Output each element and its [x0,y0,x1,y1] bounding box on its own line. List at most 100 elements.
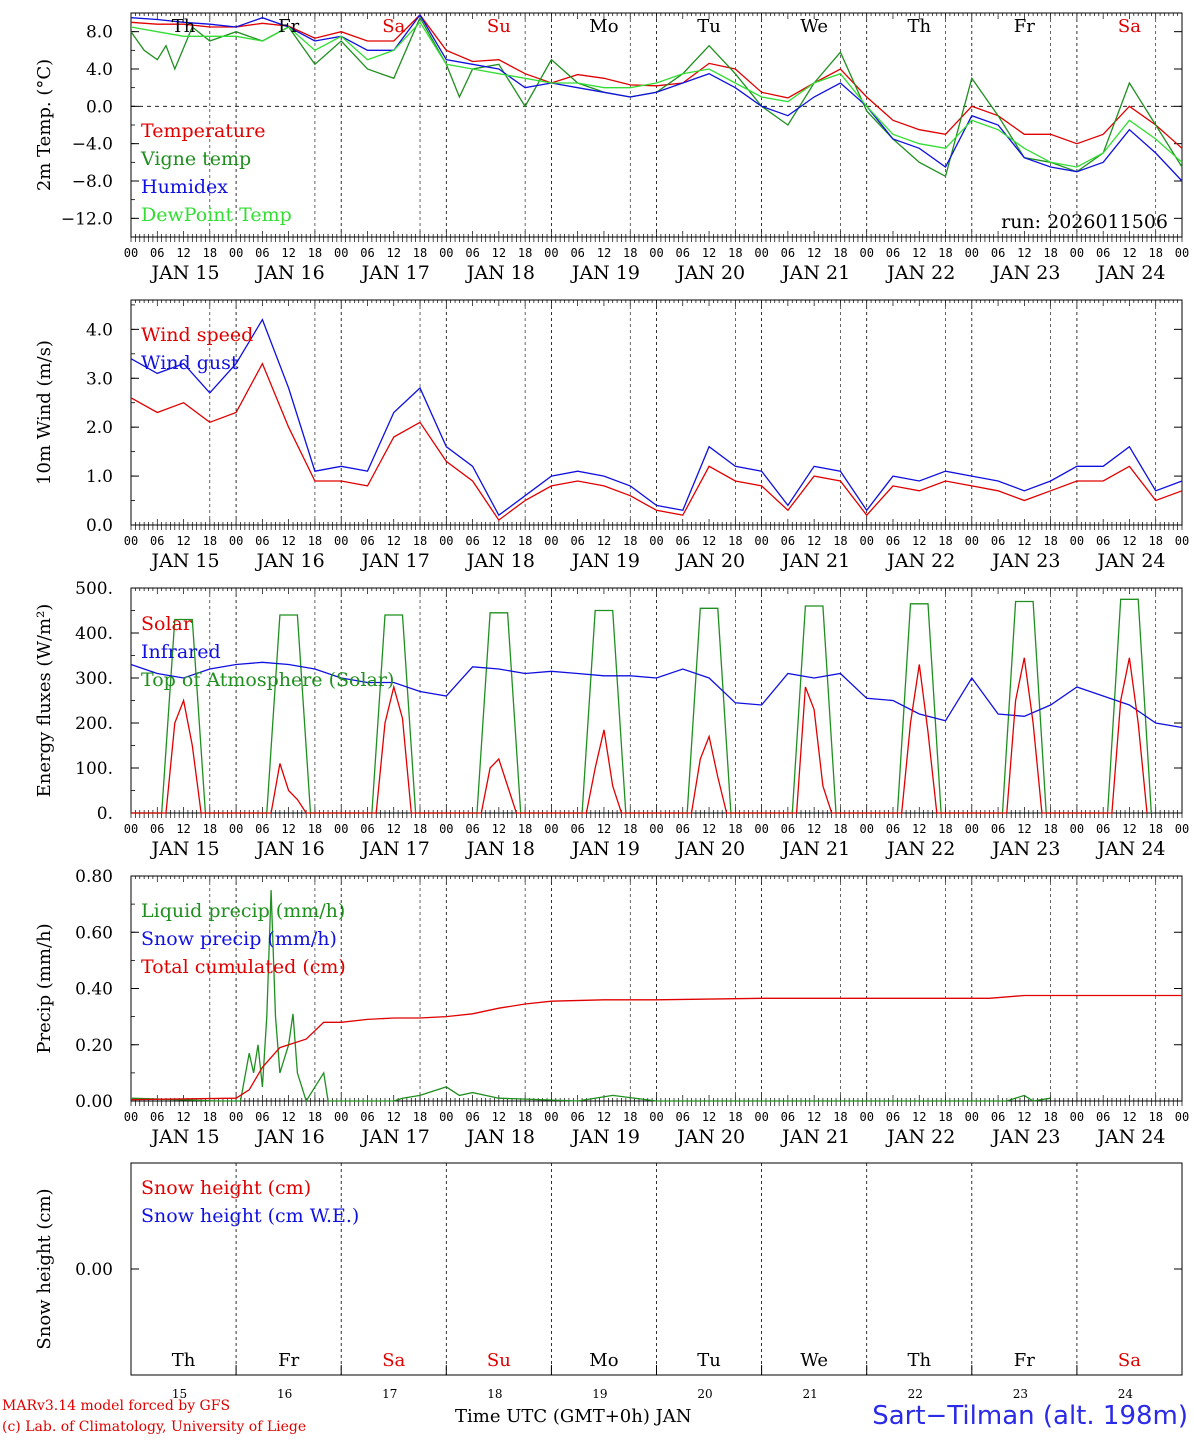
energy-hour-label: 18 [728,822,742,836]
weekday-bottom-label: We [800,1350,828,1371]
temperature-hour-label: 18 [1148,246,1162,260]
temperature-hour-label: 00 [1070,246,1084,260]
energy-y-label: Energy fluxes (W/m²) [34,604,55,798]
energy-hour-label: 18 [518,822,532,836]
weekday-top-label: We [800,16,828,37]
precip-hour-label: 18 [623,1110,637,1124]
wind-hour-label: 06 [676,534,690,548]
energy-y-tick-label: 0. [97,804,113,824]
wind-hour-label: 18 [938,534,952,548]
wind-hour-label: 06 [150,534,164,548]
precip-y-label: Precip (mm/h) [34,923,55,1053]
wind-day-label: JAN 21 [780,550,850,572]
temperature-hour-label: 06 [676,246,690,260]
weekday-top-label: Th [907,16,931,37]
energy-hour-label: 12 [1017,822,1031,836]
energy-hour-label: 00 [229,822,243,836]
day-number-label: 22 [908,1387,923,1401]
energy-hour-label: 06 [255,822,269,836]
precip-hour-label: 00 [1070,1110,1084,1124]
wind-hour-label: 00 [859,534,873,548]
temperature-hour-label: 18 [623,246,637,260]
temperature-hour-label: 00 [754,246,768,260]
weekday-top-label: Sa [382,16,405,37]
wind-hour-label: 06 [570,534,584,548]
wind-hour-label: 12 [1122,534,1136,548]
day-number-label: 19 [592,1387,607,1401]
temperature-y-tick-label: −12.0 [61,209,113,229]
wind-hour-label: 12 [702,534,716,548]
wind-legend-entry: Wind gust [141,352,239,374]
temperature-series-temperature [130,13,1183,149]
precip-hour-label: 06 [465,1110,479,1124]
energy-day-label: JAN 22 [885,838,955,860]
energy-day-label: JAN 24 [1095,838,1165,860]
temperature-hour-label: 18 [938,246,952,260]
precip-y-tick-label: 0.40 [75,980,113,1000]
weekday-bottom-label: Th [907,1350,931,1371]
energy-hour-label: 12 [492,822,506,836]
precip-day-label: JAN 22 [885,1126,955,1148]
precip-y-tick-label: 0.20 [75,1036,113,1056]
energy-day-label: JAN 18 [465,838,535,860]
energy-y-tick-label: 200. [75,714,113,734]
energy-hour-label: 00 [124,822,138,836]
energy-hour-label: 18 [623,822,637,836]
temperature-hour-label: 00 [544,246,558,260]
temperature-legend-entry: DewPoint Temp [141,204,292,226]
temperature-hour-label: 12 [281,246,295,260]
wind-day-label: JAN 15 [149,550,219,572]
snow-legend-entry: Snow height (cm W.E.) [141,1205,359,1227]
temperature-hour-label: 18 [203,246,217,260]
weekday-top-label: Sa [1118,16,1141,37]
precip-hour-label: 06 [255,1110,269,1124]
temperature-hour-label: 06 [781,246,795,260]
energy-hour-label: 12 [807,822,821,836]
precip-hour-label: 18 [518,1110,532,1124]
energy-hour-label: 00 [1175,822,1189,836]
energy-hour-label: 06 [570,822,584,836]
weekday-bottom-label: Th [172,1350,196,1371]
wind-hour-label: 18 [728,534,742,548]
precip-y-tick-label: 0.60 [75,923,113,943]
energy-day-label: JAN 16 [255,838,325,860]
energy-series-top-of-atmosphere-solar- [131,598,1152,814]
time-axis-label: Time UTC (GMT+0h) JAN [455,1406,692,1427]
wind-day-label: JAN 19 [570,550,640,572]
energy-legend-entry: Infrared [141,641,221,663]
day-number-label: 23 [1013,1387,1028,1401]
wind-hour-label: 18 [1148,534,1162,548]
wind-hour-label: 12 [597,534,611,548]
precip-hour-label: 18 [1043,1110,1057,1124]
energy-frame [130,587,1183,814]
energy-hour-label: 06 [991,822,1005,836]
day-number-label: 17 [382,1387,397,1401]
temperature-day-label: JAN 22 [885,262,955,284]
weekday-bottom-label: Mo [589,1350,618,1371]
wind-series-wind-gust [130,318,1183,517]
energy-hour-label: 06 [360,822,374,836]
wind-series-wind-speed [130,362,1183,522]
precip-hour-label: 18 [308,1110,322,1124]
temperature-hour-label: 06 [1096,246,1110,260]
precip-hour-label: 00 [124,1110,138,1124]
energy-hour-label: 00 [859,822,873,836]
precip-hour-label: 18 [833,1110,847,1124]
weekday-top-label: Th [172,16,196,37]
weekday-bottom-label: Fr [1014,1350,1035,1371]
temperature-hour-label: 06 [465,246,479,260]
energy-hour-label: 18 [1043,822,1057,836]
temperature-day-label: JAN 16 [255,262,325,284]
wind-y-label: 10m Wind (m/s) [34,340,55,485]
energy-y-tick-label: 300. [75,669,113,689]
precip-day-label: JAN 16 [255,1126,325,1148]
temperature-hour-label: 12 [912,246,926,260]
precip-hour-label: 06 [570,1110,584,1124]
precip-hour-label: 00 [965,1110,979,1124]
temperature-legend-entry: Humidex [141,176,228,198]
energy-y-tick-label: 100. [75,759,113,779]
temperature-hour-label: 12 [807,246,821,260]
energy-hour-label: 18 [833,822,847,836]
day-number-label: 21 [803,1387,818,1401]
energy-day-label: JAN 15 [149,838,219,860]
